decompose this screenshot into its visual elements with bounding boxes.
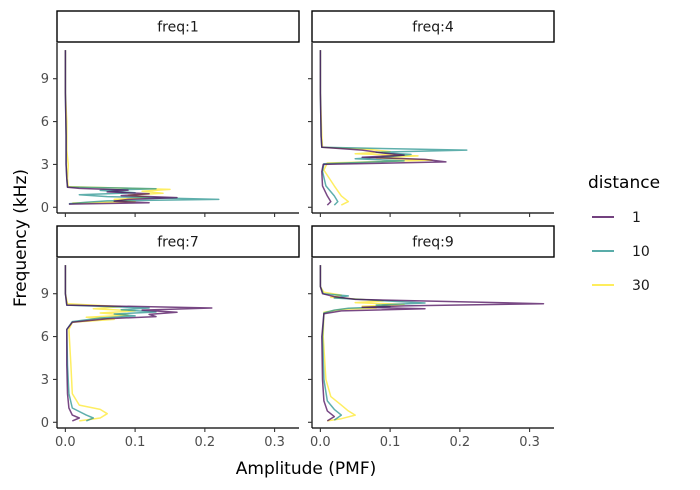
x-tick-label: 0.3 — [519, 435, 540, 450]
series-line-distance-10 — [319, 50, 468, 206]
panel-2: freq:4 — [308, 10, 555, 217]
y-tick-label: 9 — [41, 287, 49, 302]
y-axis-title: Frequency (kHz) — [11, 169, 31, 307]
y-tick-label: 6 — [41, 330, 49, 345]
legend-label-1: 1 — [632, 210, 641, 226]
panel-strip-label: freq:7 — [157, 235, 199, 251]
panel-1: freq:1 0 3 6 9 — [41, 10, 300, 217]
y-tick-label: 0 — [41, 416, 49, 431]
legend-label-10: 10 — [632, 244, 650, 260]
series-line-distance-10 — [64, 50, 220, 205]
legend-items: 1 10 30 — [592, 210, 650, 294]
y-tick-label: 9 — [41, 72, 49, 87]
x-axis-title: Amplitude (PMF) — [236, 459, 376, 479]
x-tick-label: 0.0 — [310, 435, 331, 450]
x-tick-label: 0.1 — [125, 435, 146, 450]
y-tick-label: 3 — [41, 158, 49, 173]
panel-3: freq:7 0 3 6 9 0.0 0.1 0.2 0.3 — [41, 225, 300, 450]
series-line-distance-1 — [319, 265, 545, 422]
panel-strip — [56, 225, 300, 258]
panel-strip-label: freq:9 — [412, 235, 454, 251]
y-tick-label: 0 — [41, 201, 49, 216]
legend-title: distance — [588, 173, 660, 193]
y-tick-label: 3 — [41, 373, 49, 388]
y-tick-label: 6 — [41, 115, 49, 130]
panel-strip-label: freq:4 — [412, 20, 454, 36]
series-line-distance-30 — [64, 50, 171, 204]
panel-strip-label: freq:1 — [157, 20, 199, 36]
x-tick-label: 0.1 — [380, 435, 401, 450]
x-tick-label: 0.3 — [264, 435, 285, 450]
x-tick-label: 0.0 — [55, 435, 76, 450]
panel-4: freq:9 0.0 0.1 0.2 0.3 — [308, 225, 555, 450]
legend: distance 1 10 30 — [588, 173, 660, 294]
series-line-distance-30 — [64, 265, 136, 422]
panel-strip — [311, 225, 555, 258]
series-line-distance-1 — [64, 50, 178, 205]
x-tick-label: 0.2 — [450, 435, 471, 450]
panel-strip — [56, 10, 300, 43]
legend-label-30: 30 — [632, 278, 650, 294]
series-line-distance-30 — [319, 50, 433, 206]
series-line-distance-10 — [319, 265, 426, 421]
series-line-distance-1 — [64, 265, 213, 422]
series-line-distance-1 — [319, 50, 447, 206]
series-line-distance-30 — [319, 265, 405, 422]
panel-strip — [311, 10, 555, 43]
series-line-distance-10 — [64, 265, 157, 422]
x-tick-label: 0.2 — [195, 435, 216, 450]
